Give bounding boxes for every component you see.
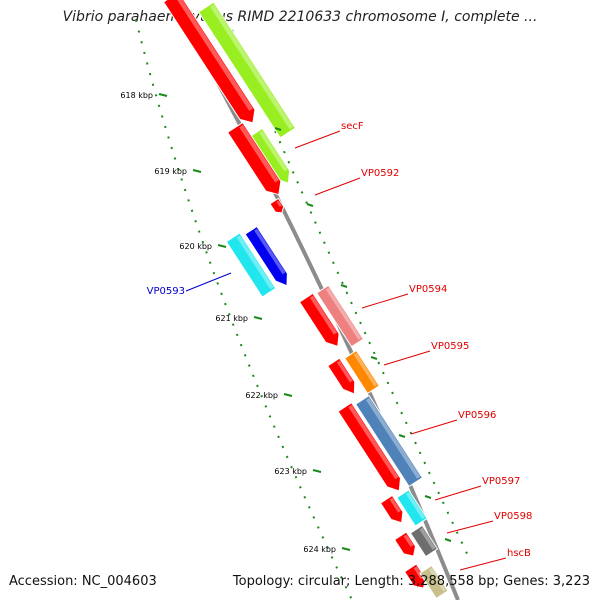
kbp-tick xyxy=(217,244,227,248)
gene-red-vp0598[interactable] xyxy=(393,531,420,560)
kbp-tick xyxy=(341,547,351,551)
gene-red-vp0594[interactable] xyxy=(298,292,344,350)
outer-tick xyxy=(306,203,314,207)
gene-leader-line xyxy=(434,485,482,501)
outer-tick xyxy=(398,434,406,438)
kbp-label: 622 kbp xyxy=(245,391,278,400)
kbp-label: 623 kbp xyxy=(274,467,307,476)
gene-pink[interactable] xyxy=(316,284,364,348)
kbp-label: 618 kbp xyxy=(120,91,153,100)
gene-cyan-vp0597[interactable] xyxy=(396,489,428,527)
kbp-tick xyxy=(158,93,168,97)
gene-gray[interactable] xyxy=(409,524,439,558)
outer-tick xyxy=(340,284,348,288)
kbp-tick xyxy=(283,393,293,397)
gene-leader-line xyxy=(294,130,341,149)
gene-leader-line xyxy=(410,419,458,435)
kbp-tick xyxy=(192,169,202,173)
gene-blue-vp0593[interactable] xyxy=(244,225,293,290)
gene-label-vp0592[interactable]: VP0592 xyxy=(361,168,399,179)
gene-label-hscb[interactable]: hscB xyxy=(507,548,531,559)
gene-red-2[interactable] xyxy=(226,121,287,200)
gene-cyan-vp0593[interactable] xyxy=(225,232,277,298)
gene-leader-line xyxy=(314,177,361,196)
gene-leader-line xyxy=(383,350,431,366)
gene-red-1[interactable] xyxy=(162,0,261,128)
gene-label-vp0593[interactable]: VP0593 xyxy=(147,286,185,297)
gene-leader-line xyxy=(459,557,507,571)
kbp-label: 624 kbp xyxy=(303,545,336,554)
kbp-tick xyxy=(312,469,322,473)
gene-lime[interactable] xyxy=(197,1,297,139)
topology-summary: Topology: circular; Length: 3,288,558 bp… xyxy=(232,574,590,589)
gene-leader-line xyxy=(361,293,409,309)
gene-label-vp0595[interactable]: VP0595 xyxy=(431,341,469,352)
gene-khaki[interactable] xyxy=(419,564,449,600)
outer-tick xyxy=(274,127,282,131)
outer-tick xyxy=(370,356,378,360)
accession-text: Accession: NC_004603 xyxy=(9,574,157,589)
gene-label-vp0596[interactable]: VP0596 xyxy=(458,410,496,421)
gene-steel[interactable] xyxy=(354,394,424,488)
kbp-label: 620 kbp xyxy=(179,242,212,251)
kbp-label: 619 kbp xyxy=(154,167,187,176)
gene-label-vp0594[interactable]: VP0594 xyxy=(409,284,447,295)
kbp-label: 621 kbp xyxy=(215,314,248,323)
outer-tick xyxy=(444,538,452,542)
gene-red-vp0597[interactable] xyxy=(379,494,408,526)
gene-leader-line xyxy=(446,520,494,534)
gene-orange[interactable] xyxy=(344,349,380,395)
gene-red-vp0596[interactable] xyxy=(337,402,406,496)
outer-tick xyxy=(424,495,432,499)
gene-label-vp0597[interactable]: VP0597 xyxy=(482,476,520,487)
gene-leader-line xyxy=(185,272,232,292)
kbp-tick xyxy=(253,316,263,320)
gene-label-vp0598[interactable]: VP0598 xyxy=(494,511,532,522)
gene-label-secf[interactable]: secF xyxy=(341,121,364,132)
gene-red-small[interactable] xyxy=(269,197,286,215)
gene-red-vp0595[interactable] xyxy=(327,357,360,397)
